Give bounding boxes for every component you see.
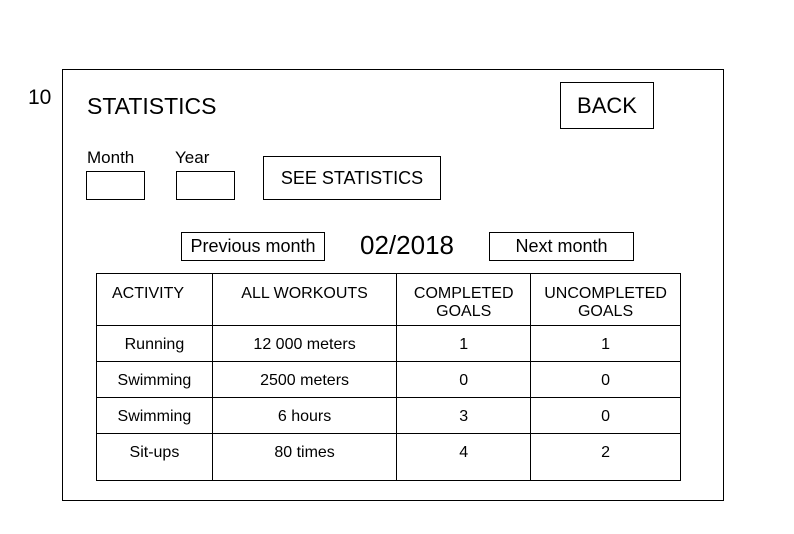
cell-workouts: 6 hours [211,397,398,434]
header-completed-goals: COMPLETED GOALS [396,273,532,326]
cell-activity: Swimming [96,397,213,434]
header-uncompleted-goals: UNCOMPLETED GOALS [530,273,681,326]
header-uncompleted-line1: UNCOMPLETED [544,285,667,302]
cell-uncompleted: 0 [530,397,681,434]
cell-completed: 4 [396,433,532,481]
next-month-button[interactable]: Next month [489,232,634,261]
back-button[interactable]: BACK [560,82,654,129]
page-number: 10 [28,86,52,109]
cell-completed: 3 [396,397,532,434]
table-row: Swimming 6 hours 3 0 [96,397,681,434]
cell-uncompleted: 1 [530,325,681,362]
cell-activity: Sit-ups [96,433,213,481]
cell-uncompleted: 2 [530,433,681,481]
table-row: Swimming 2500 meters 0 0 [96,361,681,398]
table-header-row: ACTIVITY ALL WORKOUTS COMPLETED GOALS UN… [96,273,681,326]
cell-activity: Running [96,325,213,362]
page-title: STATISTICS [87,93,217,119]
month-label: Month [87,148,135,167]
month-input[interactable] [86,171,145,200]
cell-workouts: 80 times [211,433,398,481]
cell-workouts: 2500 meters [211,361,398,398]
header-activity: ACTIVITY [96,273,213,326]
current-month: 02/2018 [360,230,454,260]
see-statistics-button[interactable]: SEE STATISTICS [263,156,441,200]
header-all-workouts: ALL WORKOUTS [211,273,398,326]
year-input[interactable] [176,171,235,200]
cell-activity: Swimming [96,361,213,398]
cell-workouts: 12 000 meters [211,325,398,362]
table-row: Running 12 000 meters 1 1 [96,325,681,362]
cell-uncompleted: 0 [530,361,681,398]
cell-completed: 0 [396,361,532,398]
header-uncompleted-line2: GOALS [577,303,634,320]
year-label: Year [175,148,210,167]
cell-completed: 1 [396,325,532,362]
previous-month-button[interactable]: Previous month [181,232,325,261]
table-row: Sit-ups 80 times 4 2 [96,433,681,481]
header-completed-line2: GOALS [436,303,492,320]
statistics-table: ACTIVITY ALL WORKOUTS COMPLETED GOALS UN… [96,273,681,481]
header-completed-line1: COMPLETED [413,285,514,302]
screen-frame [62,69,724,501]
